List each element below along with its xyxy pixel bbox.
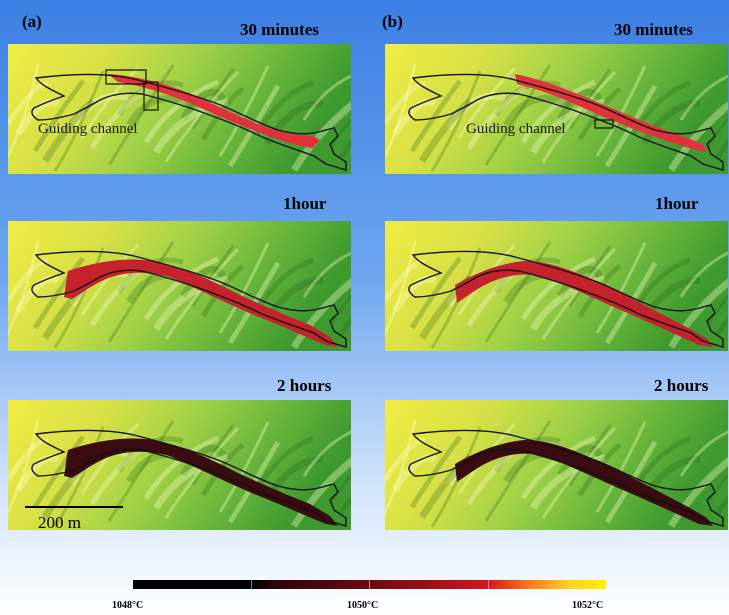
colorbar-label-min: 1048°C xyxy=(112,600,144,611)
panel-a-time-1hour: 1hour xyxy=(283,194,327,213)
terrain-map xyxy=(385,400,728,530)
panel-a-1hour xyxy=(8,221,351,351)
guide-label-b: Guiding channel xyxy=(466,121,566,137)
colorbar-tick xyxy=(369,580,370,589)
flow-outline xyxy=(31,250,347,348)
panel-b-time-1hour: 1hour xyxy=(655,194,699,213)
panel-a-2hours xyxy=(8,400,351,530)
lava-flow xyxy=(455,440,713,526)
lava-flow xyxy=(455,261,713,347)
scale-label: 200 m xyxy=(38,513,81,532)
panel-b-1hour xyxy=(385,221,728,351)
panel-b-time-30min: 30 minutes xyxy=(614,20,693,39)
flow-outline xyxy=(31,73,347,171)
panel-a-label: (a) xyxy=(22,12,42,31)
panel-a-time-2hours: 2 hours xyxy=(277,376,332,395)
panel-a-30min xyxy=(8,44,351,174)
lava-flow xyxy=(108,74,320,148)
panel-a-time-30min: 30 minutes xyxy=(240,20,319,39)
panel-b-2hours xyxy=(385,400,728,530)
colorbar-tick xyxy=(251,580,252,589)
lava-flow xyxy=(64,438,338,526)
guiding-channel-box xyxy=(105,69,159,111)
flow-outline xyxy=(408,250,724,348)
terrain-map xyxy=(8,44,351,174)
colorbar-label-mid: 1050°C xyxy=(347,600,379,611)
terrain-map xyxy=(385,44,728,174)
flow-outline xyxy=(408,73,724,171)
guiding-channel-box xyxy=(594,119,614,129)
terrain-map xyxy=(8,221,351,351)
colorbar-tick xyxy=(488,580,489,589)
lava-flow xyxy=(64,259,338,347)
colorbar-label-max: 1052°C xyxy=(572,600,604,611)
guide-label-a: Guiding channel xyxy=(38,121,138,137)
panel-b-time-2hours: 2 hours xyxy=(654,376,709,395)
panel-b-label: (b) xyxy=(382,12,403,31)
scale-bar xyxy=(25,506,123,508)
flow-outline xyxy=(408,429,724,527)
terrain-map xyxy=(8,400,351,530)
terrain-map xyxy=(385,221,728,351)
panel-b-30min xyxy=(385,44,728,174)
flow-outline xyxy=(31,429,347,527)
